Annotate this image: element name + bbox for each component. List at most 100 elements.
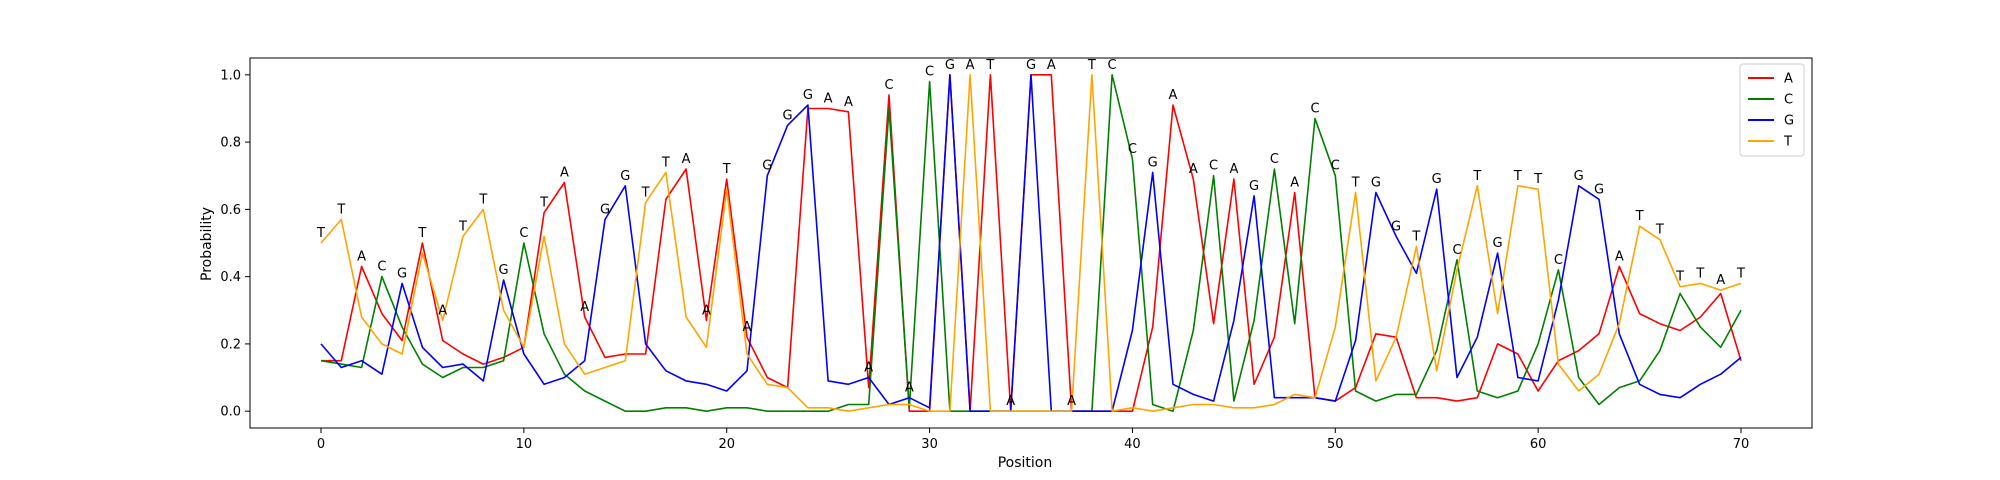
base-call-label: A bbox=[438, 303, 447, 318]
base-call-label: C bbox=[1108, 58, 1117, 73]
base-call-label: G bbox=[1371, 176, 1381, 191]
base-call-label: A bbox=[1006, 394, 1015, 409]
series-line-C bbox=[320, 74, 1742, 413]
base-call-label: A bbox=[702, 303, 711, 318]
y-axis-ticks: 0.0 0.2 0.4 0.6 0.8 1.0 bbox=[220, 68, 250, 420]
base-call-label: T bbox=[722, 162, 731, 177]
base-call-label: C bbox=[1209, 159, 1218, 174]
base-call-label: A bbox=[1047, 58, 1056, 73]
base-call-label: T bbox=[1635, 209, 1644, 224]
base-call-label: C bbox=[519, 226, 528, 241]
y-tick-label: 0.2 bbox=[220, 337, 241, 352]
base-call-label: T bbox=[1533, 172, 1542, 187]
base-call-label: A bbox=[1290, 176, 1299, 191]
base-call-label: A bbox=[824, 92, 833, 107]
x-tick-label: 0 bbox=[317, 437, 325, 452]
base-call-label: G bbox=[397, 266, 407, 281]
base-call-label: A bbox=[1229, 162, 1238, 177]
base-call-label: C bbox=[1128, 142, 1137, 157]
base-call-label: A bbox=[1189, 162, 1198, 177]
base-call-label: G bbox=[945, 58, 955, 73]
legend-label-T: T bbox=[1783, 135, 1792, 150]
base-call-label: G bbox=[1249, 179, 1259, 194]
x-axis-ticks: 0 10 20 30 40 50 60 70 bbox=[317, 428, 1749, 452]
base-call-label: G bbox=[1148, 155, 1158, 170]
base-call-label: C bbox=[884, 78, 893, 93]
base-call-label: G bbox=[1574, 169, 1584, 184]
base-call-label: T bbox=[458, 219, 467, 234]
base-call-label: G bbox=[1432, 172, 1442, 187]
base-call-label: C bbox=[377, 260, 386, 275]
base-call-label: G bbox=[600, 203, 610, 218]
base-call-label: T bbox=[478, 192, 487, 207]
base-call-label: T bbox=[1736, 266, 1745, 281]
base-call-label: C bbox=[925, 65, 934, 80]
base-call-label: T bbox=[1513, 169, 1522, 184]
base-call-label: A bbox=[1169, 88, 1178, 103]
base-call-label: T bbox=[1411, 229, 1420, 244]
base-call-label: C bbox=[1452, 243, 1461, 258]
base-call-label: T bbox=[1087, 58, 1096, 73]
base-call-label: A bbox=[844, 95, 853, 110]
base-call-label: T bbox=[1675, 270, 1684, 285]
x-tick-label: 40 bbox=[1124, 437, 1141, 452]
base-call-label: T bbox=[1351, 176, 1360, 191]
base-call-label: T bbox=[336, 203, 345, 218]
base-call-label: T bbox=[1472, 169, 1481, 184]
y-tick-label: 0.8 bbox=[220, 136, 241, 151]
series-line-A bbox=[321, 74, 1742, 413]
base-call-label: A bbox=[966, 58, 975, 73]
base-call-label: A bbox=[1067, 394, 1076, 409]
x-tick-label: 70 bbox=[1733, 437, 1750, 452]
base-call-label: G bbox=[1391, 219, 1401, 234]
base-call-label: G bbox=[762, 159, 772, 174]
base-call-label: C bbox=[1310, 102, 1319, 117]
y-tick-label: 0.6 bbox=[220, 203, 241, 218]
base-call-label: A bbox=[1716, 273, 1725, 288]
base-call-label: A bbox=[743, 320, 752, 335]
base-call-label: T bbox=[417, 226, 426, 241]
base-call-label: G bbox=[1026, 58, 1036, 73]
x-tick-label: 20 bbox=[718, 437, 735, 452]
y-axis-label: Probability bbox=[199, 207, 215, 281]
base-call-label: A bbox=[864, 361, 873, 376]
base-call-label: G bbox=[499, 263, 509, 278]
base-call-label: A bbox=[357, 250, 366, 265]
x-tick-label: 50 bbox=[1327, 437, 1344, 452]
x-tick-label: 30 bbox=[921, 437, 938, 452]
base-call-label: G bbox=[783, 108, 793, 123]
x-tick-label: 60 bbox=[1530, 437, 1547, 452]
base-call-label: C bbox=[1270, 152, 1279, 167]
base-call-label: A bbox=[905, 381, 914, 396]
series-line-T bbox=[320, 74, 1742, 413]
x-tick-label: 10 bbox=[516, 437, 533, 452]
legend-label-G: G bbox=[1784, 114, 1794, 129]
base-call-label: A bbox=[682, 152, 691, 167]
base-call-label: T bbox=[539, 196, 548, 211]
base-call-label: T bbox=[1655, 223, 1664, 238]
base-call-label: T bbox=[641, 186, 650, 201]
base-call-label: T bbox=[1695, 266, 1704, 281]
base-call-label: G bbox=[620, 169, 630, 184]
legend-label-A: A bbox=[1784, 72, 1793, 87]
x-axis-label: Position bbox=[998, 455, 1053, 471]
y-tick-label: 0.4 bbox=[220, 270, 241, 285]
base-call-label: G bbox=[1594, 182, 1604, 197]
base-call-label: A bbox=[580, 300, 589, 315]
series-line-G bbox=[320, 74, 1742, 413]
legend-box bbox=[1739, 63, 1805, 157]
base-call-label: A bbox=[560, 166, 569, 181]
base-call-label: T bbox=[661, 155, 670, 170]
base-call-label: T bbox=[316, 226, 325, 241]
base-call-label: G bbox=[1493, 236, 1503, 251]
y-tick-label: 1.0 bbox=[220, 68, 241, 83]
legend-label-C: C bbox=[1784, 93, 1793, 108]
y-tick-label: 0.0 bbox=[220, 405, 241, 420]
base-call-label: T bbox=[985, 58, 994, 73]
plot-frame bbox=[249, 57, 1813, 429]
base-call-label: C bbox=[1331, 159, 1340, 174]
base-call-label: A bbox=[1615, 250, 1624, 265]
